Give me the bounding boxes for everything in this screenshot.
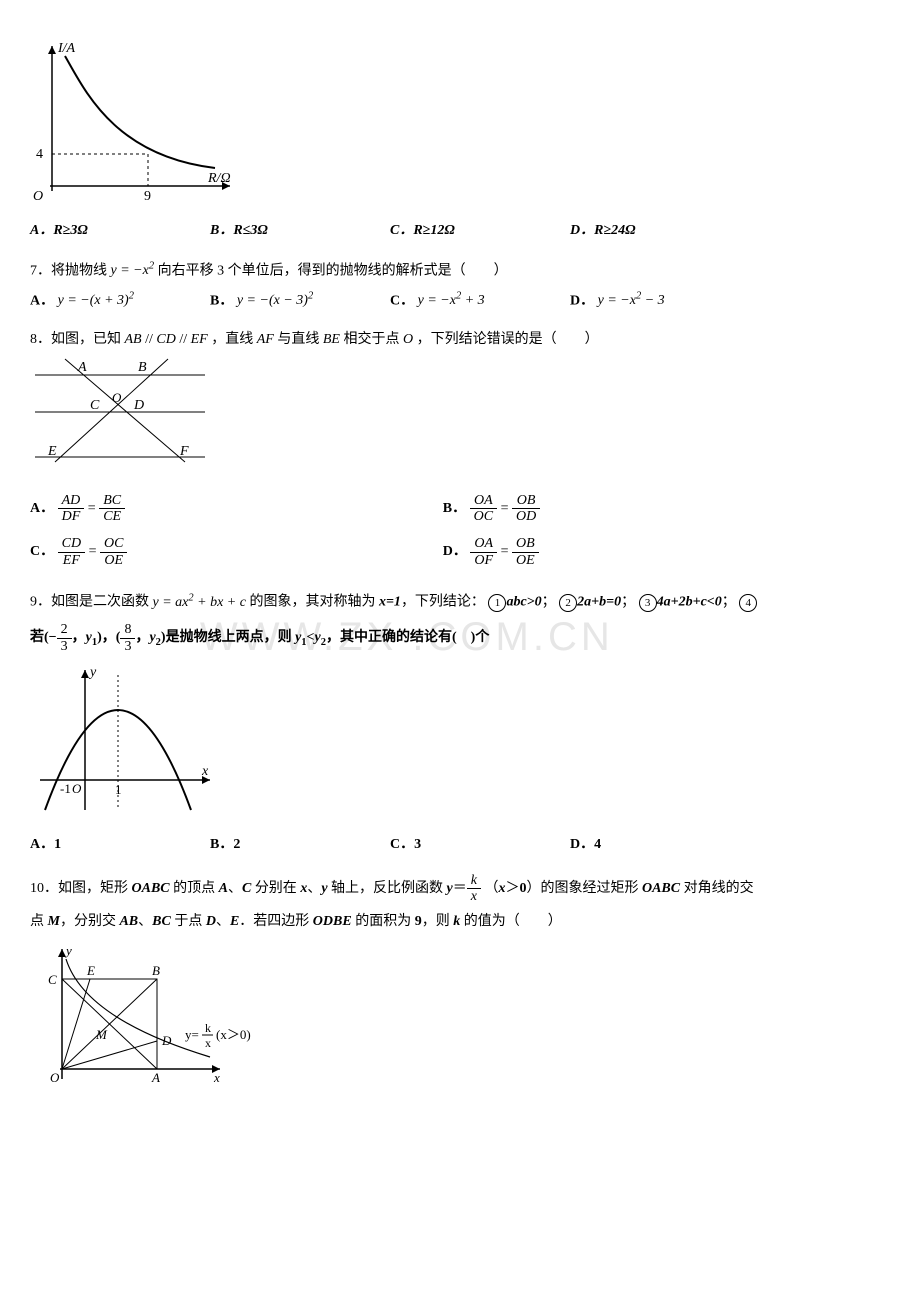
svg-text:D: D [133,398,144,413]
q7-opt-a: A． y = −(x + 3)2 [30,289,170,313]
svg-text:O: O [50,1070,60,1085]
svg-text:x: x [205,1036,211,1050]
q6-origin: O [33,189,43,204]
q7-opt-d: D． y = −x2 − 3 [570,289,710,313]
q8-diagram: A B C D E F O [30,357,890,480]
svg-text:y: y [64,943,72,958]
q9-opt-d: D．4 [570,834,710,856]
q6-xtick: 9 [144,189,151,204]
q8-opt-d: D． OAOF = OBOE [443,536,856,568]
svg-text:A: A [151,1070,160,1085]
q9-options: A．1 B．2 C．3 D．4 [30,834,890,856]
svg-text:M: M [95,1027,108,1042]
svg-text:k: k [205,1021,211,1035]
q9-diagram: -1 O 1 y x [30,660,890,828]
svg-text:O: O [112,390,122,405]
q7-options: A． y = −(x + 3)2 B． y = −(x − 3)2 C． y =… [30,289,890,313]
svg-text:E: E [86,963,95,978]
svg-text:B: B [138,360,147,375]
q6-ylabel: I/A [57,41,76,56]
q8-opt-b: B． OAOC = OBOD [443,493,856,525]
svg-text:C: C [48,972,57,987]
svg-text:C: C [90,398,100,413]
q6-ytick: 4 [36,147,43,162]
q9-opt-c: C．3 [390,834,530,856]
q8-stem: 8．如图，已知 AB // CD // EF ，直线 AF 与直线 BE 相交于… [30,329,890,351]
svg-text:x: x [213,1070,220,1085]
svg-text:-1: -1 [60,781,71,796]
q6-opt-b: B．R≤3Ω [210,220,350,242]
svg-text:1: 1 [115,782,122,797]
svg-text:A: A [77,360,87,375]
svg-text:F: F [179,444,189,459]
q10-stem-2: 点 M，分别交 AB、BC 于点 D、E．若四边形 ODBE 的面积为 9，则 … [30,911,890,933]
q6-options: A．R≥3Ω B．R≤3Ω C．R≥12Ω D．R≥24Ω [30,220,890,242]
q7-opt-c: C． y = −x2 + 3 [390,289,530,313]
svg-text:(x＞0): (x＞0) [216,1027,251,1042]
q6-opt-d: D．R≥24Ω [570,220,710,242]
q10-diagram: O C E B D M A y x y= k x (x＞0) [30,939,890,1097]
svg-text:y: y [88,665,97,680]
svg-text:B: B [152,963,160,978]
svg-text:E: E [47,444,57,459]
q10-stem: 10．如图，矩形 OABC 的顶点 A、C 分别在 x、y 轴上，反比例函数 y… [30,873,890,905]
q6-opt-c: C．R≥12Ω [390,220,530,242]
q6-xlabel: R/Ω [207,171,231,186]
q8-opt-a: A． ADDF = BCCE [30,493,443,525]
svg-text:D: D [161,1033,172,1048]
svg-text:x: x [201,764,209,779]
svg-text:O: O [72,781,82,796]
q8-opt-c: C． CDEF = OCOE [30,536,443,568]
q9-stem-2: 若(−23，y1)，(83，y2)是抛物线上两点，则 y1<y2，其中正确的结论… [30,622,890,654]
q6-opt-a: A．R≥3Ω [30,220,170,242]
q7-stem: 7．将抛物线 y = −x2 向右平移 3 个单位后，得到的抛物线的解析式是（ … [30,259,890,283]
q7-opt-b: B． y = −(x − 3)2 [210,289,350,313]
q9-opt-a: A．1 [30,834,170,856]
q8-options: A． ADDF = BCCE B． OAOC = OBOD C． CDEF = … [30,487,890,575]
q9-stem: 9．如图是二次函数 y = ax2 + bx + c 的图象，其对称轴为 x=1… [30,590,890,614]
q9-opt-b: B．2 [210,834,350,856]
q6-chart: 4 9 O I/A R/Ω [30,36,890,214]
svg-text:y=: y= [185,1027,199,1042]
